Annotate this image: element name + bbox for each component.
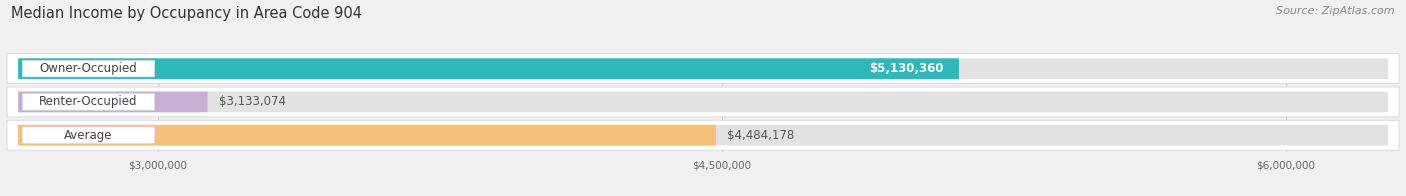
FancyBboxPatch shape — [7, 87, 1399, 117]
FancyBboxPatch shape — [22, 127, 155, 143]
Text: Median Income by Occupancy in Area Code 904: Median Income by Occupancy in Area Code … — [11, 6, 363, 21]
Text: $3,133,074: $3,133,074 — [219, 95, 285, 108]
Text: Owner-Occupied: Owner-Occupied — [39, 62, 138, 75]
FancyBboxPatch shape — [7, 120, 1399, 150]
Text: Source: ZipAtlas.com: Source: ZipAtlas.com — [1277, 6, 1395, 16]
FancyBboxPatch shape — [18, 92, 1388, 112]
Text: Renter-Occupied: Renter-Occupied — [39, 95, 138, 108]
Text: Average: Average — [65, 129, 112, 142]
Text: $4,484,178: $4,484,178 — [727, 129, 794, 142]
FancyBboxPatch shape — [18, 58, 959, 79]
FancyBboxPatch shape — [22, 60, 155, 77]
FancyBboxPatch shape — [7, 54, 1399, 84]
Text: $5,130,360: $5,130,360 — [869, 62, 943, 75]
FancyBboxPatch shape — [18, 92, 208, 112]
FancyBboxPatch shape — [22, 94, 155, 110]
FancyBboxPatch shape — [18, 125, 1388, 145]
FancyBboxPatch shape — [18, 58, 1388, 79]
FancyBboxPatch shape — [862, 61, 952, 76]
FancyBboxPatch shape — [18, 125, 716, 145]
